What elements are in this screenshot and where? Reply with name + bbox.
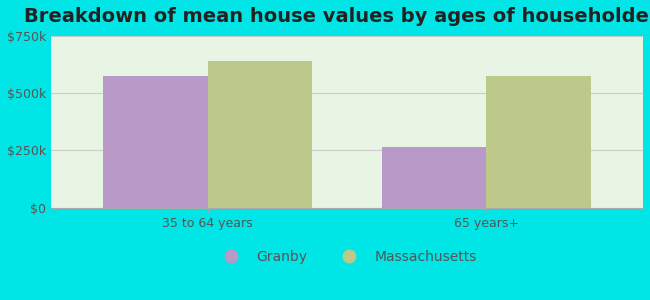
Bar	[208, 61, 312, 208]
Bar	[486, 76, 591, 208]
Legend: Granby, Massachusetts: Granby, Massachusetts	[212, 244, 482, 269]
Bar	[382, 147, 486, 208]
Title: Breakdown of mean house values by ages of householders: Breakdown of mean house values by ages o…	[24, 7, 650, 26]
Bar	[103, 76, 208, 208]
